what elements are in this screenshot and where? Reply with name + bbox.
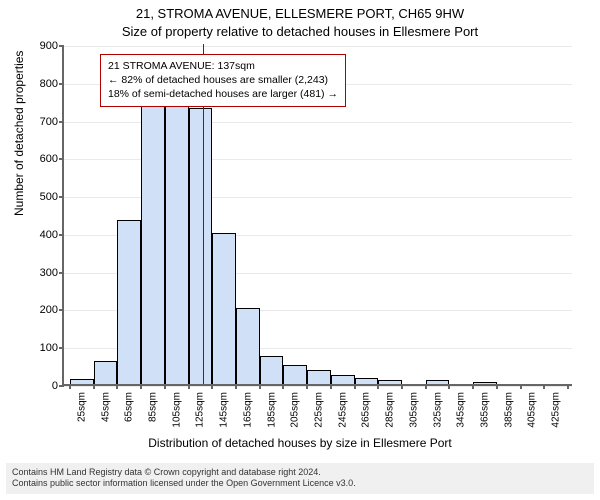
annotation-box: 21 STROMA AVENUE: 137sqm ← 82% of detach… [100,54,346,107]
xtick-label: 145sqm [219,392,230,428]
annotation-line-2: ← 82% of detached houses are smaller (2,… [108,73,338,87]
bar [189,108,213,384]
footer-line-1: Contains HM Land Registry data © Crown c… [12,467,588,479]
xtick-label: 185sqm [266,392,277,428]
ytick-label: 400 [40,229,58,241]
title-line-1: 21, STROMA AVENUE, ELLESMERE PORT, CH65 … [0,6,600,21]
bar [141,103,165,384]
ytick-mark [59,45,64,47]
xtick-label: 25sqm [76,392,87,422]
xtick-mark [282,384,284,389]
xtick-label: 45sqm [100,392,111,422]
bar [70,379,94,384]
xtick-mark [306,384,308,389]
ytick-mark [59,385,64,387]
bar [473,382,497,384]
bar [117,220,141,384]
xtick-mark [164,384,166,389]
y-axis-label: Number of detached properties [12,51,26,216]
bar [426,380,450,384]
xtick-label: 285sqm [385,392,396,428]
xtick-label: 305sqm [408,392,419,428]
xtick-mark [116,384,118,389]
xtick-mark [211,384,213,389]
gridline [64,46,572,47]
ytick-label: 500 [40,191,58,203]
xtick-label: 265sqm [361,392,372,428]
ytick-label: 0 [52,380,58,392]
xtick-mark [140,384,142,389]
xtick-label: 125sqm [195,392,206,428]
ytick-label: 900 [40,40,58,52]
xtick-label: 245sqm [337,392,348,428]
xtick-mark [543,384,545,389]
ytick-mark [59,196,64,198]
xtick-label: 205sqm [290,392,301,428]
bar [94,361,118,384]
bar [212,233,236,384]
ytick-mark [59,158,64,160]
ytick-mark [59,83,64,85]
xtick-mark [69,384,71,389]
xtick-label: 345sqm [456,392,467,428]
x-axis-label: Distribution of detached houses by size … [0,436,600,450]
xtick-label: 405sqm [527,392,538,428]
xtick-mark [377,384,379,389]
xtick-mark [472,384,474,389]
xtick-mark [496,384,498,389]
xtick-mark [354,384,356,389]
title-line-2: Size of property relative to detached ho… [0,24,600,39]
bar [378,380,402,384]
ytick-label: 200 [40,304,58,316]
bar [331,375,355,384]
xtick-mark [235,384,237,389]
xtick-mark [520,384,522,389]
xtick-mark [425,384,427,389]
ytick-mark [59,347,64,349]
footer-line-2: Contains public sector information licen… [12,478,588,490]
xtick-mark [93,384,95,389]
xtick-label: 425sqm [551,392,562,428]
bar [283,365,307,384]
ytick-label: 800 [40,78,58,90]
footer: Contains HM Land Registry data © Crown c… [6,463,594,494]
ytick-mark [59,121,64,123]
bar [260,356,284,384]
bar [307,370,331,384]
ytick-mark [59,272,64,274]
xtick-mark [401,384,403,389]
ytick-label: 100 [40,342,58,354]
xtick-label: 105sqm [171,392,182,428]
xtick-mark [259,384,261,389]
ytick-label: 700 [40,116,58,128]
xtick-label: 165sqm [242,392,253,428]
xtick-mark [448,384,450,389]
xtick-mark [567,384,569,389]
xtick-label: 365sqm [480,392,491,428]
bar [165,104,189,384]
ytick-label: 300 [40,267,58,279]
annotation-line-1: 21 STROMA AVENUE: 137sqm [108,59,338,73]
xtick-label: 385sqm [503,392,514,428]
annotation-line-3: 18% of semi-detached houses are larger (… [108,87,338,101]
xtick-label: 85sqm [148,392,159,422]
xtick-mark [188,384,190,389]
bar [355,378,379,384]
bar [236,308,260,384]
xtick-label: 325sqm [432,392,443,428]
plot-area: 010020030040050060070080090025sqm45sqm65… [62,46,572,386]
chart-container: 21, STROMA AVENUE, ELLESMERE PORT, CH65 … [0,0,600,500]
ytick-mark [59,234,64,236]
xtick-label: 225sqm [314,392,325,428]
xtick-label: 65sqm [124,392,135,422]
ytick-label: 600 [40,153,58,165]
ytick-mark [59,309,64,311]
xtick-mark [330,384,332,389]
